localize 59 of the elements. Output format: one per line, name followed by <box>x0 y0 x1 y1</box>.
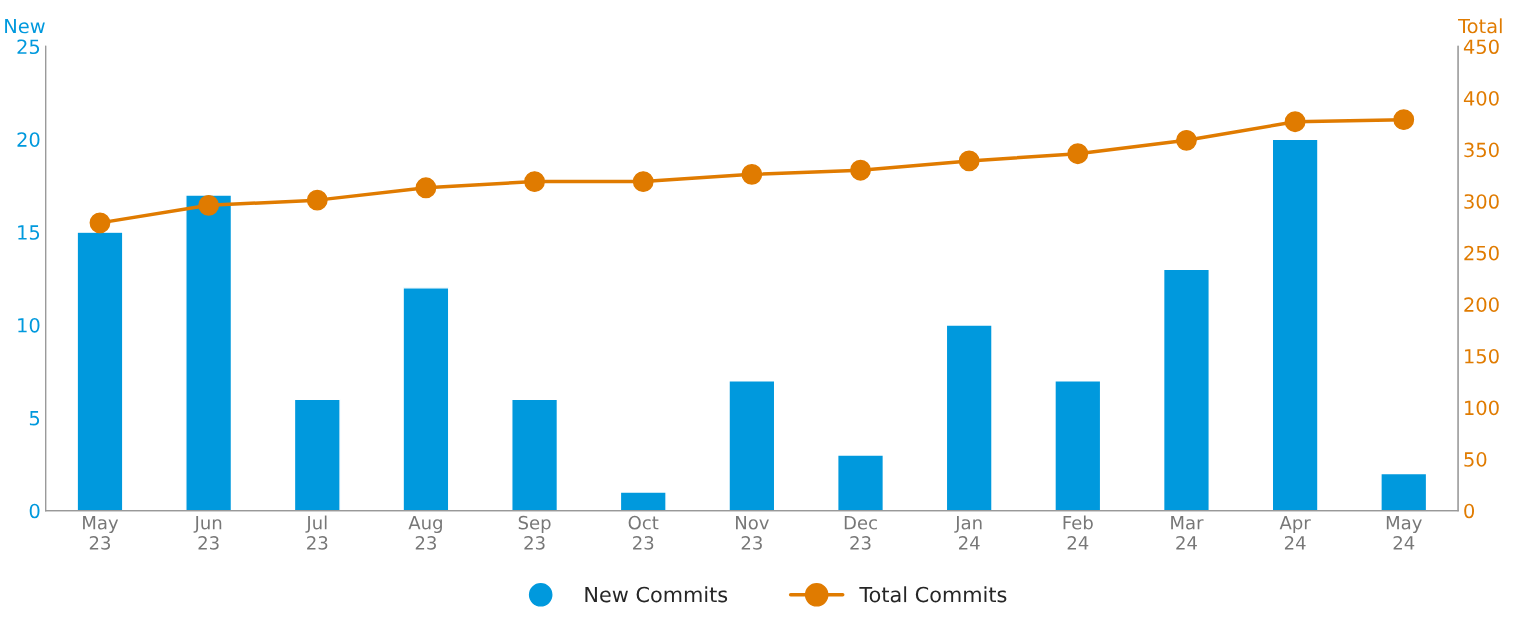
y2-axis-title: Total <box>1458 18 1502 34</box>
bar <box>945 324 993 511</box>
x-tick-label: Oct 23 <box>628 515 659 550</box>
bar <box>1380 472 1428 511</box>
x-tick-label: May 24 <box>1386 516 1422 550</box>
y-tick-label: 0 <box>29 503 40 519</box>
y2-tick-label: 200 <box>1464 297 1499 313</box>
y2-tick-label: 350 <box>1464 142 1499 158</box>
bar <box>511 398 559 511</box>
y-tick-label: 15 <box>18 225 40 240</box>
point <box>89 212 111 234</box>
y-tick-label: 20 <box>17 132 40 147</box>
point <box>741 163 763 185</box>
y2-tick-label: 250 <box>1464 245 1499 261</box>
x-tick-label: Feb 24 <box>1063 515 1093 550</box>
x-tick-label: Apr 24 <box>1279 516 1311 550</box>
point <box>198 194 220 216</box>
point <box>1393 109 1415 131</box>
point <box>1176 129 1197 151</box>
point <box>1284 111 1306 133</box>
bar <box>728 379 776 511</box>
x-tick-label: Jan 24 <box>954 516 982 550</box>
bar <box>185 194 233 511</box>
y2-tick-label: 150 <box>1465 348 1499 364</box>
point <box>632 171 654 192</box>
point <box>850 159 871 181</box>
x-tick-label: Mar 24 <box>1171 516 1204 550</box>
x-tick-label: May 23 <box>83 516 119 550</box>
bar <box>76 231 124 511</box>
bar <box>1271 138 1319 511</box>
y2-tick-label: 400 <box>1463 90 1499 106</box>
bar <box>402 287 450 511</box>
x-tick-label: Jun 23 <box>193 516 222 550</box>
bar <box>1162 268 1210 511</box>
x-tick-label: Nov 23 <box>736 516 769 550</box>
bar <box>837 454 885 511</box>
x-tick-label: Sep 23 <box>518 515 551 550</box>
y2-tick-label: 450 <box>1463 39 1499 55</box>
point <box>306 189 328 211</box>
y2-tick-label: 0 <box>1464 503 1475 519</box>
x-tick-label: Aug 23 <box>408 516 442 550</box>
y2-tick-label: 50 <box>1464 452 1487 467</box>
bar <box>619 491 667 511</box>
y-tick-label: 5 <box>29 411 40 426</box>
x-tick-label: Dec 23 <box>844 516 877 550</box>
y2-tick-label: 300 <box>1464 194 1499 209</box>
point <box>958 150 980 172</box>
point <box>415 177 437 199</box>
y-tick-label: 10 <box>18 317 40 333</box>
legend-label: Total Commits <box>859 586 1007 603</box>
point <box>1067 143 1089 165</box>
legend-label: New Commits <box>585 586 728 603</box>
bar <box>293 398 341 511</box>
y-tick-label: 25 <box>17 39 40 55</box>
y-axis-title: New <box>5 18 45 34</box>
point <box>524 171 545 192</box>
x-tick-label: Jul 23 <box>305 515 328 550</box>
bar <box>1054 379 1102 511</box>
y2-tick-label: 100 <box>1465 400 1499 416</box>
